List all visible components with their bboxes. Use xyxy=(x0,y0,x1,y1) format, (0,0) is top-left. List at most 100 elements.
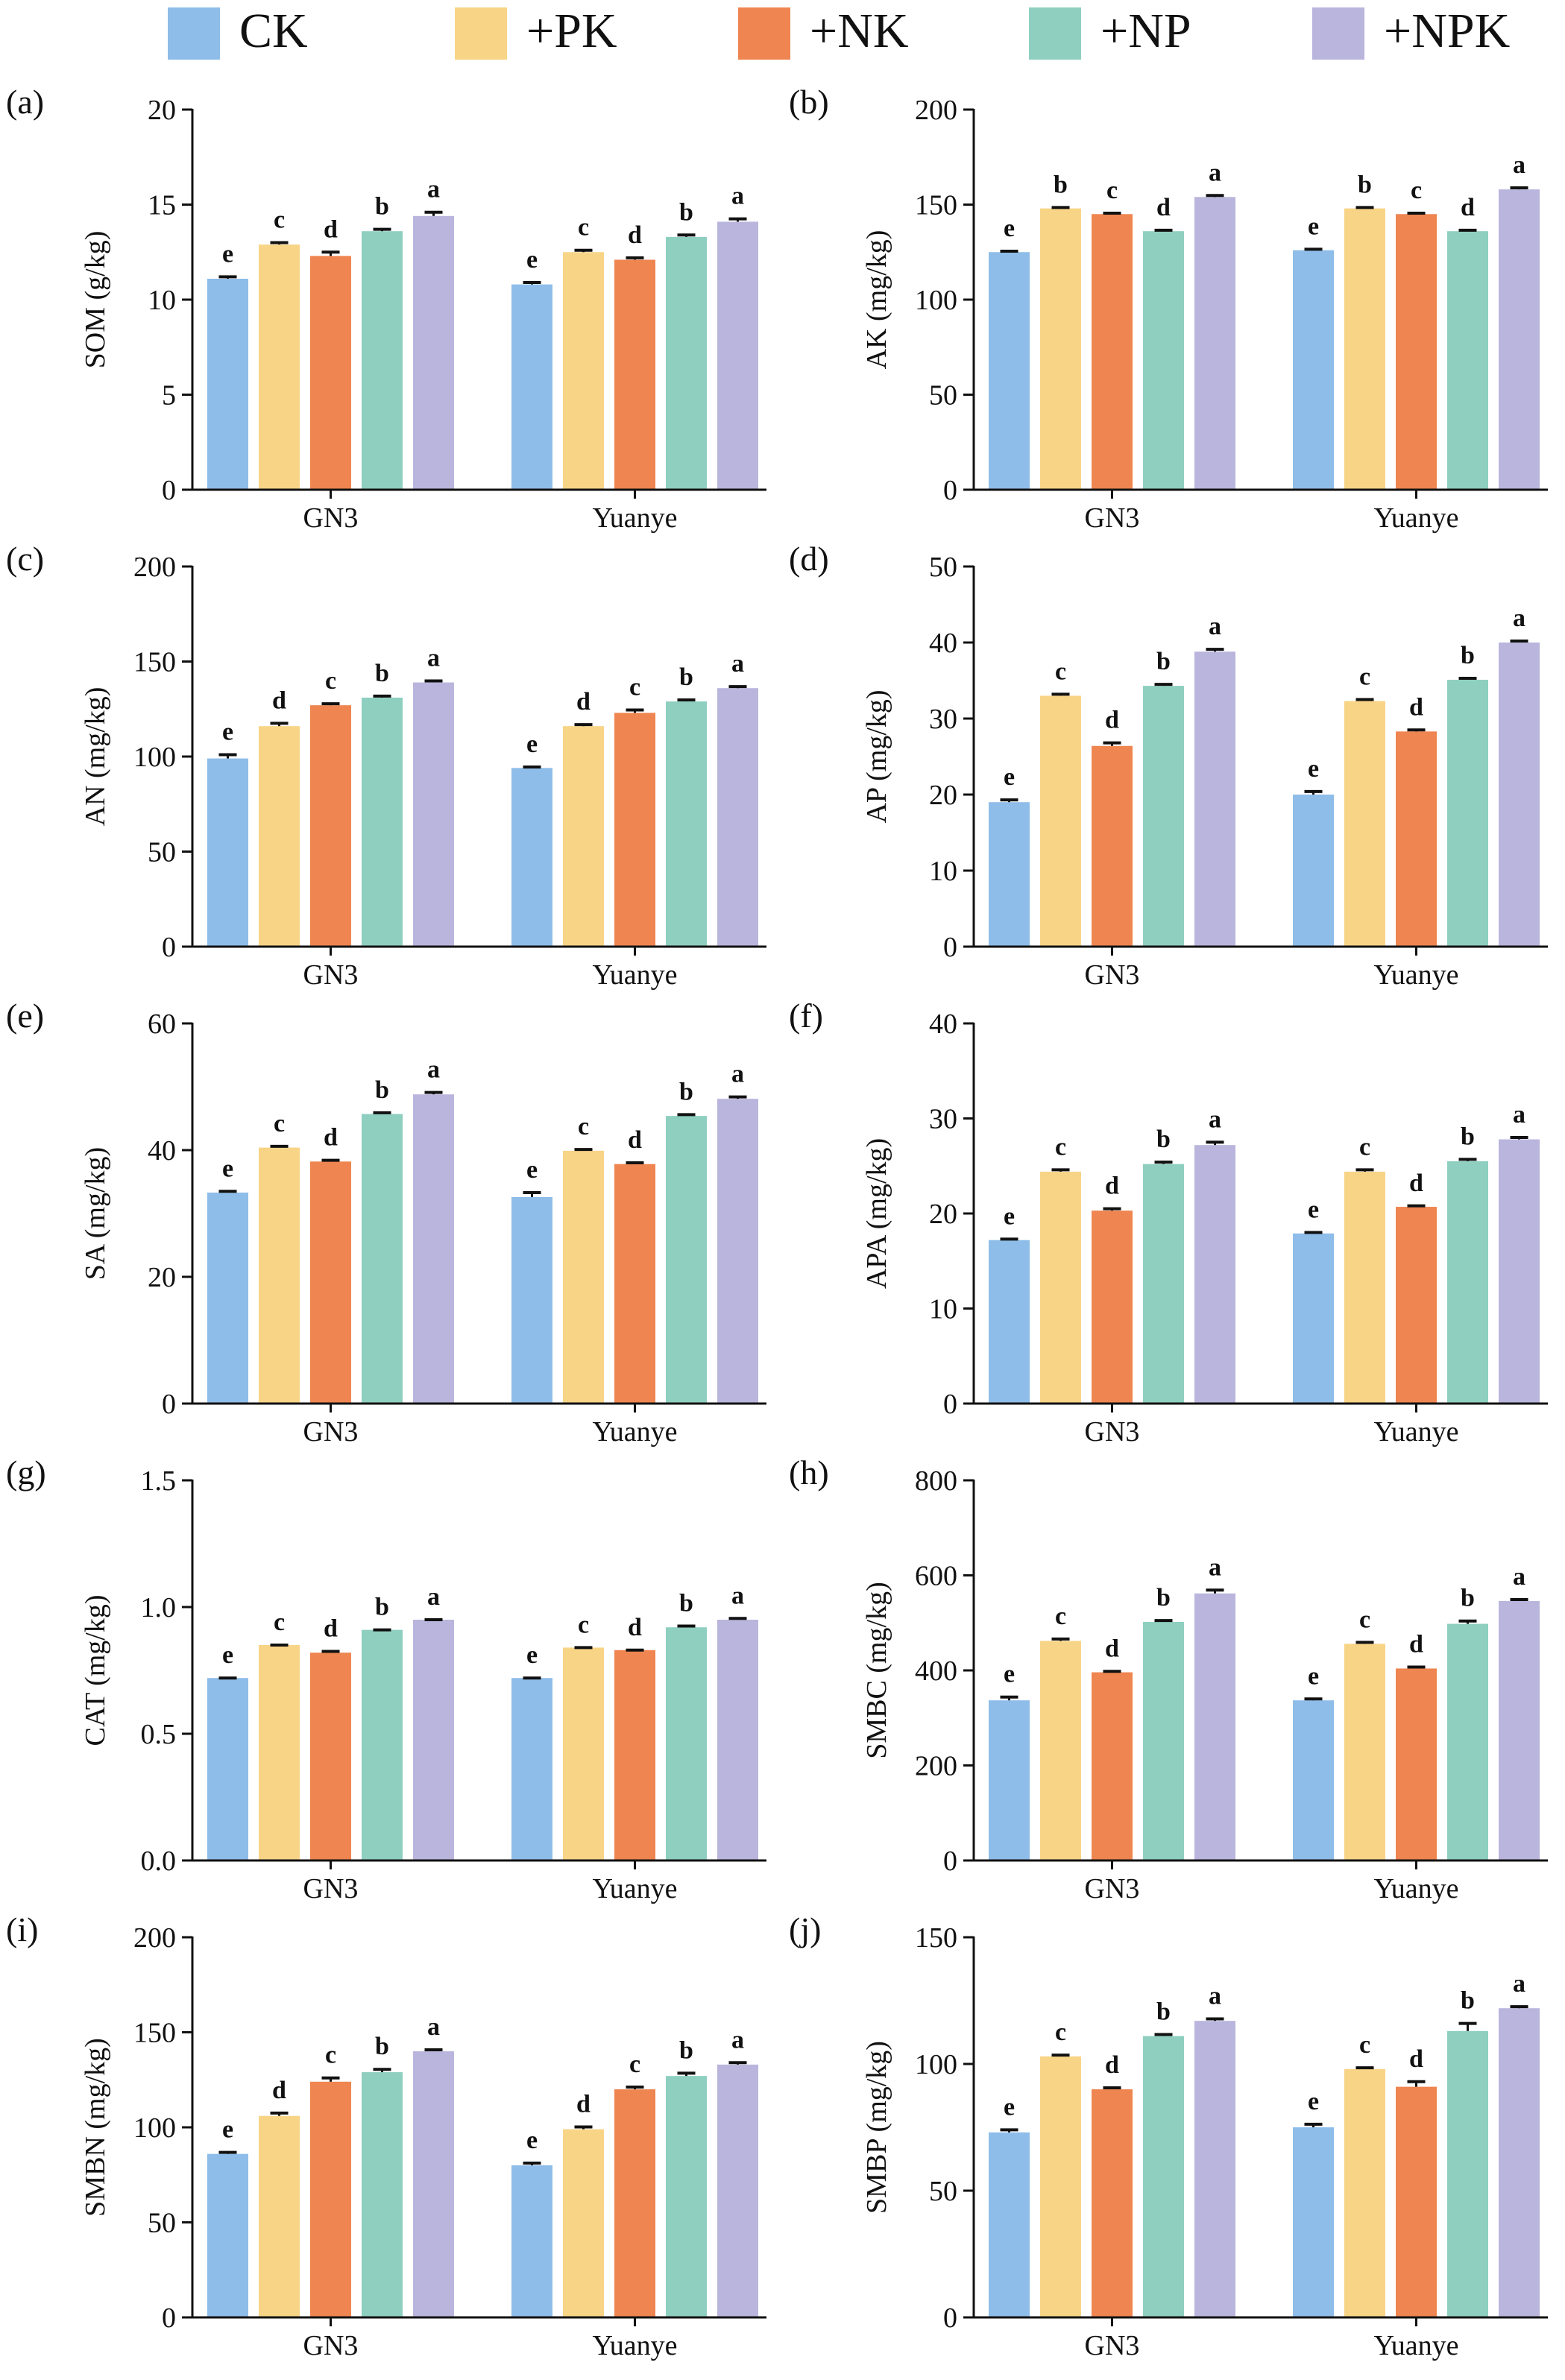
significance-letter: c xyxy=(274,206,285,234)
bar xyxy=(1293,250,1334,490)
significance-letter: e xyxy=(526,246,538,274)
bar xyxy=(310,256,351,490)
y-axis-title: SOM (g/kg) xyxy=(80,231,111,369)
significance-letter: e xyxy=(222,1641,233,1669)
chart-svg: (e) SA (mg/kg) e e c c d d b b a a 0 20 40 60 GN3 Yuanye xyxy=(6,997,766,1448)
chart-svg: (b) AK (mg/kg) e e b b c c d d a a 0 50 100 150 200 GN3 Yu… xyxy=(789,83,1548,534)
bar xyxy=(614,259,655,490)
significance-letter: d xyxy=(1409,1631,1423,1658)
bar xyxy=(989,252,1030,490)
y-tick-label: 30 xyxy=(929,1104,957,1135)
y-tick-label: 20 xyxy=(929,780,957,811)
significance-letter: b xyxy=(1156,648,1171,675)
x-category-label: Yuanye xyxy=(593,959,678,991)
bar xyxy=(207,1678,248,1860)
legend-label-ck: CK xyxy=(239,4,308,58)
significance-letter: e xyxy=(222,2116,233,2144)
y-tick-label: 0 xyxy=(943,932,957,963)
significance-letter: a xyxy=(1209,613,1221,640)
y-tick-label: 50 xyxy=(148,837,176,868)
chart-panel: (d) AP (mg/kg) e e c c d d b b a a 0 10 20 30 40 50 GN3 Yua… xyxy=(783,531,1565,991)
bar xyxy=(1396,1668,1437,1860)
bar xyxy=(563,1647,604,1860)
y-tick-label: 20 xyxy=(929,1199,957,1230)
panel-label: (e) xyxy=(6,997,44,1035)
significance-letter: b xyxy=(1156,1998,1171,2026)
bar xyxy=(1143,686,1184,947)
y-tick-label: 0 xyxy=(943,1389,957,1420)
y-tick-label: 400 xyxy=(915,1655,957,1687)
bar xyxy=(1143,2036,1184,2317)
bar xyxy=(1499,643,1540,947)
bar xyxy=(1396,214,1437,490)
significance-letter: a xyxy=(1209,1105,1221,1133)
significance-letter: e xyxy=(1308,1196,1319,1224)
legend-swatch-ck xyxy=(168,7,220,60)
y-tick-label: 40 xyxy=(929,628,957,659)
y-tick-label: 150 xyxy=(915,1922,957,1954)
y-tick-label: 50 xyxy=(148,2208,176,2239)
significance-letter: b xyxy=(1156,1584,1171,1612)
significance-letter: b xyxy=(679,198,693,226)
chart-svg: (d) AP (mg/kg) e e c c d d b b a a 0 10 20 30 40 50 GN3 Yua… xyxy=(789,540,1548,991)
significance-letter: d xyxy=(628,1126,642,1154)
y-axis-title: SMBP (mg/kg) xyxy=(861,2041,892,2214)
significance-letter: b xyxy=(1358,171,1372,198)
significance-letter: c xyxy=(325,667,336,695)
significance-letter: a xyxy=(1513,1970,1525,1998)
bar xyxy=(1447,679,1488,947)
x-category-label: GN3 xyxy=(1085,2330,1140,2361)
bar xyxy=(1092,214,1133,490)
y-tick-label: 100 xyxy=(915,285,957,316)
bar xyxy=(1344,208,1385,490)
bar xyxy=(666,1116,707,1404)
bar xyxy=(207,278,248,490)
y-tick-label: 0 xyxy=(162,932,176,963)
bar xyxy=(614,713,655,947)
x-category-label: GN3 xyxy=(303,2330,359,2361)
panel-label: (a) xyxy=(6,83,44,121)
chart-svg: (g) CAT (mg/kg) e e c c d d b b a a 0.0 0.5 1.0 1.5 GN3 Y… xyxy=(6,1453,766,1904)
bar xyxy=(666,236,707,490)
significance-letter: b xyxy=(679,663,693,691)
significance-letter: c xyxy=(1055,1603,1066,1630)
y-tick-label: 150 xyxy=(133,647,176,678)
significance-letter: a xyxy=(731,1582,744,1609)
bar xyxy=(563,2129,604,2317)
significance-letter: b xyxy=(375,660,389,687)
significance-letter: e xyxy=(1308,755,1319,783)
significance-letter: d xyxy=(272,686,286,714)
chart-panel: (j) SMBP (mg/kg) e e c c d d b b a a 0 50 100 150 GN3 Yua… xyxy=(783,1902,1565,2361)
significance-letter: a xyxy=(1209,1982,1221,2010)
bar xyxy=(563,252,604,490)
y-tick-label: 600 xyxy=(915,1561,957,1592)
y-tick-label: 20 xyxy=(148,95,176,126)
bar xyxy=(666,2076,707,2317)
significance-letter: d xyxy=(576,2090,591,2118)
x-category-label: GN3 xyxy=(303,1416,359,1448)
x-category-label: GN3 xyxy=(303,502,359,534)
bar xyxy=(1040,1641,1081,1860)
bar xyxy=(989,1240,1030,1404)
panel-label: (h) xyxy=(789,1453,829,1492)
bar xyxy=(511,768,552,947)
y-axis-title: AN (mg/kg) xyxy=(80,687,111,827)
chart-svg: (j) SMBP (mg/kg) e e c c d d b b a a 0 50 100 150 GN3 Yua… xyxy=(789,1910,1548,2361)
significance-letter: b xyxy=(1461,642,1475,669)
bar xyxy=(717,1099,758,1404)
significance-letter: c xyxy=(274,1110,285,1137)
chart-svg: (f) APA (mg/kg) e e c c d d b b a a 0 10 20 30 40 GN3 Yuan… xyxy=(789,997,1548,1448)
y-tick-label: 150 xyxy=(915,190,957,221)
bar xyxy=(1447,2030,1488,2317)
significance-letter: c xyxy=(578,1611,589,1638)
bar xyxy=(1194,651,1235,947)
chart-panel: (b) AK (mg/kg) e e b b c c d d a a 0 50 100 150 200 GN3 Yu… xyxy=(783,75,1565,534)
significance-letter: a xyxy=(427,645,440,672)
bar xyxy=(1447,231,1488,490)
significance-letter: a xyxy=(1513,605,1525,632)
significance-letter: e xyxy=(1004,215,1015,242)
y-tick-label: 20 xyxy=(148,1262,176,1293)
legend: CK +PK +NK +NP +NPK xyxy=(0,0,1565,75)
significance-letter: c xyxy=(1359,1606,1370,1633)
bar xyxy=(989,802,1030,947)
